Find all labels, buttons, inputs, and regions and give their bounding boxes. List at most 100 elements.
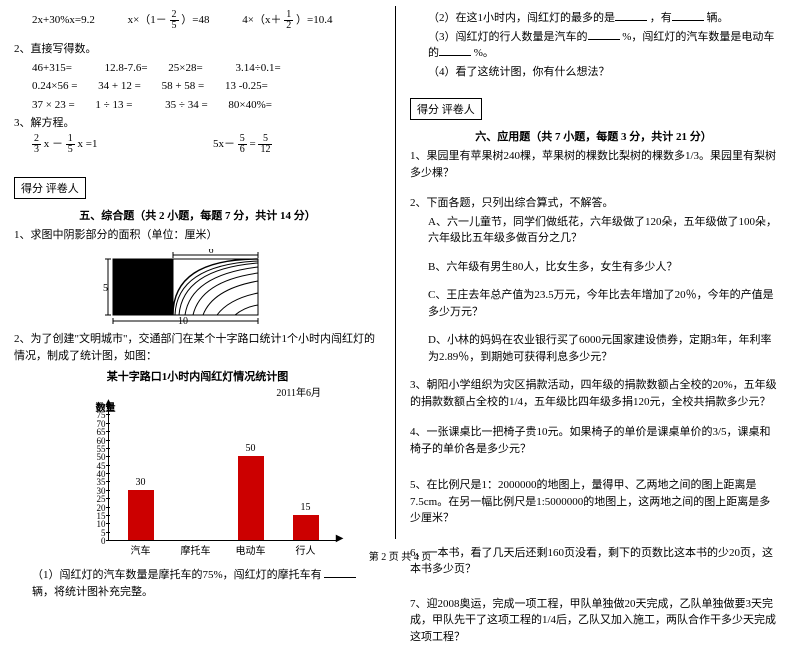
chart-date: 2011年6月 [14, 384, 381, 399]
arith-row2: 0.24×56 = 34 + 12 = 58 + 58 = 13 -0.25= [14, 78, 381, 95]
sub1b: 辆，将统计图补充完整。 [32, 586, 153, 598]
q5-2-sub1: （1）闯红灯的汽车数量是摩托车的75%，闯红灯的摩托车有 辆，将统计图补充完整。 [14, 567, 381, 600]
eq1c-frac: 12 [284, 10, 293, 31]
page-container: 2x+30%x=9.2 x×（1－ 25 ）=48 4×（x＋ 12 ）=10.… [0, 0, 800, 545]
tick-mark [106, 490, 110, 491]
bar-label-电动车: 50 [238, 443, 264, 454]
left-column: 2x+30%x=9.2 x×（1－ 25 ）=48 4×（x＋ 12 ）=10.… [0, 0, 395, 545]
spacer [410, 367, 777, 375]
eq3a-mid: x － [44, 138, 66, 150]
tick-mark [106, 540, 110, 541]
eq1c-pre: 4×（x＋ [242, 14, 281, 26]
chart-title: 某十字路口1小时内闯红灯情况统计图 [14, 368, 381, 384]
r-q2d: D、小林的妈妈在农业银行买了6000元国家建设债券，定期3年，年利率为2.89％… [410, 332, 777, 365]
arith-row3: 37 × 23 = 1 ÷ 13 = 35 ÷ 34 = 80×40%= [14, 97, 381, 114]
spacer [410, 412, 777, 422]
eq1c-post: ）=10.4 [296, 14, 332, 26]
eq3b-pre: 5x－ [213, 138, 238, 150]
fig-top-label: 6 [208, 249, 213, 256]
r2a: 0.24×56 = [32, 80, 77, 92]
arrow-right-icon: ▶ [336, 533, 344, 544]
tick-mark [106, 414, 110, 415]
section-5-title: 五、综合题（共 2 小题，每题 7 分，共计 14 分） [14, 207, 381, 223]
blank-pct1 [588, 29, 620, 40]
tick-mark [106, 498, 110, 499]
tick-mark [106, 431, 110, 432]
figure-svg: 6 5 10 [103, 249, 293, 325]
arith-row1: 46+315= 12.8-7.6= 25×28= 3.14÷0.1= [14, 60, 381, 77]
r-q2: 2、下面各题，只列出综合算式，不解答。 [410, 195, 777, 212]
tick-mark [106, 481, 110, 482]
eq3b-f2: 512 [258, 134, 272, 155]
fig-bottom-label: 10 [178, 316, 188, 325]
section-6-title: 六、应用题（共 7 小题，每题 3 分，共计 21 分） [410, 128, 777, 144]
r2b: 34 + 12 = [98, 80, 141, 92]
fig-left-label: 5 [103, 283, 108, 294]
tick-mark [106, 523, 110, 524]
s3c: %。 [474, 47, 494, 59]
r-q3: 3、朝阳小学组织为灾区捐款活动，四年级的捐款数额占全校的20%，五年级的捐款数额… [410, 377, 777, 410]
tick-mark [106, 406, 110, 407]
r-q1: 1、果园里有苹果树240棵，苹果树的棵数比梨树的棵数多1/3。果园里有梨树多少棵… [410, 148, 777, 181]
tick-mark [106, 465, 110, 466]
r2d: 13 -0.25= [225, 80, 268, 92]
tick-mark [106, 440, 110, 441]
r1d: 3.14÷0.1= [235, 62, 280, 74]
spacer [410, 459, 777, 475]
spacer [14, 157, 381, 171]
tick-mark [106, 515, 110, 516]
shaded-figure: 6 5 10 [14, 249, 381, 325]
eq3b-f1: 56 [238, 134, 247, 155]
score-box-left: 得分 评卷人 [14, 177, 86, 199]
q5-2: 2、为了创建"文明城市"，交通部门在某个十字路口统计1个小时内闯红灯的情况，制成… [14, 331, 381, 364]
s3a: （3）闯红灯的行人数量是汽车的 [428, 31, 588, 43]
right-column: （2）在这1小时内，闯红灯的最多的是 ，有 辆。 （3）闯红灯的行人数量是汽车的… [396, 0, 791, 545]
blank-motorbike [324, 567, 356, 578]
spacer [410, 529, 777, 543]
tick-80: 80 [86, 402, 106, 412]
spacer [410, 183, 777, 193]
tick-mark [106, 473, 110, 474]
s2c: 辆。 [707, 12, 729, 24]
q2-title: 2、直接写得数。 [14, 41, 381, 58]
tick-mark [106, 507, 110, 508]
bar-电动车 [238, 456, 264, 540]
spacer [14, 33, 381, 39]
blank-pct2 [439, 45, 471, 56]
r3c: 35 ÷ 34 = [165, 99, 208, 111]
spacer [410, 580, 777, 594]
tick-mark [106, 448, 110, 449]
sub3: （3）闯红灯的行人数量是汽车的 %，闯红灯的汽车数量是电动车的 %。 [410, 29, 777, 62]
r-q2c: C、王庄去年总产值为23.5万元，今年比去年增加了20％，今年的产值是多少万元？ [410, 287, 777, 320]
r-q2a: A、六一儿童节，同学们做纸花，六年级做了120朵，五年级做了100朵，六年级比五… [410, 214, 777, 247]
eq3a-f2: 15 [66, 134, 75, 155]
bar-汽车 [128, 490, 154, 540]
tick-mark [106, 456, 110, 457]
eq1a: 2x+30%x=9.2 [32, 14, 95, 26]
y-axis [108, 407, 109, 541]
eq1b-frac: 25 [170, 10, 179, 31]
bar-chart: 数量 ▲ ▶ 05101520253035404550556065707580 … [48, 401, 348, 561]
bar-label-汽车: 30 [128, 477, 154, 488]
r3a: 37 × 23 = [32, 99, 75, 111]
page-footer: 第 2 页 共 4 页 [0, 548, 800, 563]
score-box-right: 得分 评卷人 [410, 98, 482, 120]
s2a: （2）在这1小时内，闯红灯的最多的是 [428, 12, 615, 24]
r3d: 80×40%= [228, 99, 272, 111]
r-q7: 7、迎2008奥运，完成一项工程，甲队单独做20天完成，乙队单独做要3天完成，甲… [410, 596, 777, 645]
bar-行人 [293, 515, 319, 540]
eq3-row: 23 x － 15 x =1 5x－ 56 = 512 [14, 134, 381, 155]
spacer [410, 249, 777, 257]
r2c: 58 + 58 = [162, 80, 205, 92]
bar-label-行人: 15 [293, 502, 319, 513]
q5-1: 1、求图中阴影部分的面积（单位：厘米） [14, 227, 381, 244]
r1a: 46+315= [32, 62, 72, 74]
sub1a: （1）闯红灯的汽车数量是摩托车的75%，闯红灯的摩托车有 [32, 569, 322, 581]
eq3a-f1: 23 [32, 134, 41, 155]
spacer [410, 82, 777, 92]
eq1b-pre: x×（1－ [128, 14, 167, 26]
q3-title: 3、解方程。 [14, 115, 381, 132]
r-q5: 5、在比例尺是1：2000000的地图上，量得甲、乙两地之间的图上距离是7.5c… [410, 477, 777, 527]
tick-mark [106, 423, 110, 424]
eq1b-post: ）=48 [181, 14, 209, 26]
